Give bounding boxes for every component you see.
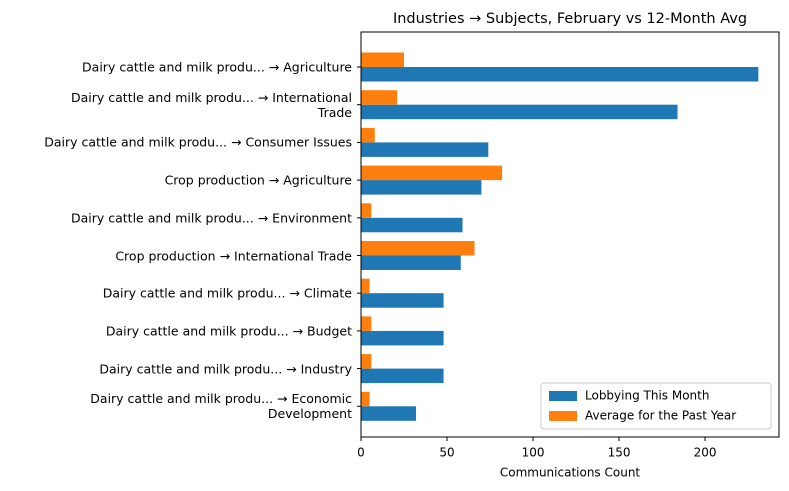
x-tick-label: 50	[439, 446, 454, 460]
axes-frame	[360, 31, 780, 438]
legend-label: Lobbying This Month	[585, 389, 709, 403]
bar	[361, 354, 372, 369]
bar	[361, 104, 678, 120]
bar	[361, 330, 444, 346]
legend-label: Average for the Past Year	[585, 409, 736, 423]
y-tick-label: Dairy cattle and milk produ... → Agricul…	[82, 59, 352, 75]
x-axis-label: Communications Count	[500, 466, 641, 480]
bar	[361, 316, 372, 331]
bar	[361, 165, 503, 181]
y-tick-label: Dairy cattle and milk produ... → Consume…	[44, 134, 352, 150]
bar	[361, 52, 405, 67]
x-tick-label: 200	[694, 446, 717, 460]
y-tick-label: Dairy cattle and milk produ... → Industr…	[99, 361, 352, 377]
bar	[361, 278, 370, 294]
x-tick-label: 100	[522, 446, 545, 460]
bar	[361, 241, 475, 256]
bar	[361, 90, 398, 105]
bar	[361, 127, 375, 143]
bar	[361, 217, 463, 233]
legend-swatch	[549, 411, 577, 421]
bar	[361, 406, 417, 421]
y-tick-label: Dairy cattle and milk produ... → Budget	[105, 323, 352, 339]
legend-swatch	[549, 391, 577, 401]
y-tick-label: Dairy cattle and milk produ... → Economi…	[90, 391, 352, 422]
bar	[361, 391, 370, 407]
x-tick-label: 150	[608, 446, 631, 460]
bar	[361, 67, 759, 82]
y-tick-label: Dairy cattle and milk produ... → Climate	[102, 285, 352, 301]
bar	[361, 203, 372, 218]
bar	[361, 142, 489, 157]
legend-box	[540, 382, 772, 430]
y-tick-label: Dairy cattle and milk produ... → Interna…	[71, 89, 352, 120]
chart-title: Industries → Subjects, February vs 12-Mo…	[393, 11, 747, 27]
bar	[361, 293, 444, 308]
y-tick-label: Dairy cattle and milk produ... → Environ…	[70, 210, 352, 226]
x-tick-label: 0	[357, 446, 365, 460]
y-tick-label: Crop production → Agriculture	[164, 172, 352, 188]
y-tick-label: Crop production → International Trade	[115, 248, 352, 263]
bar	[361, 255, 461, 270]
bar	[361, 368, 444, 384]
bar	[361, 180, 482, 195]
